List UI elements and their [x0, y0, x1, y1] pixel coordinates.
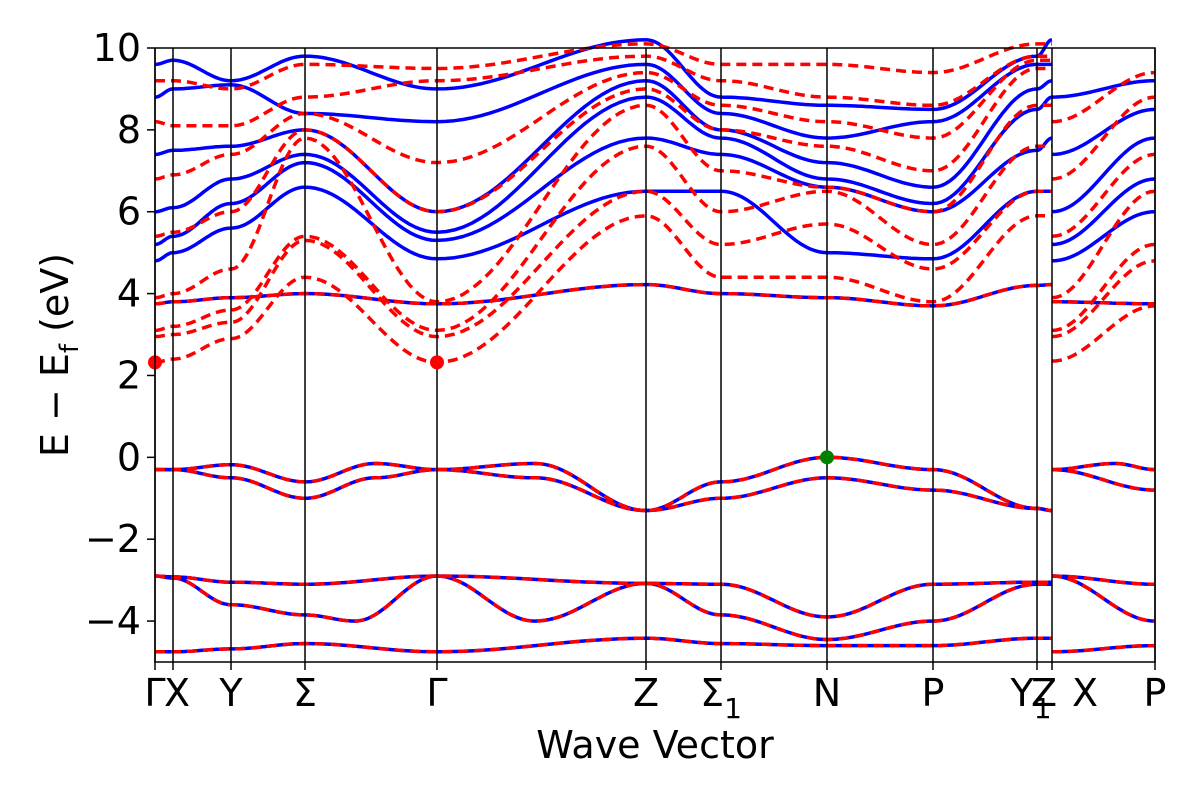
x-tick-label: Γ	[144, 671, 165, 715]
x-tick-label-main: Z	[633, 671, 659, 715]
x-axis-ticks: ΓX Y Σ Γ Z Σ1 N P Y1Z PX	[144, 662, 1166, 725]
dashed-band-line	[1052, 300, 1155, 306]
x-tick-label: P	[1144, 671, 1167, 715]
dashed-band-line	[154, 58, 1054, 181]
x-tick-label-x: X	[1072, 671, 1098, 715]
solid-band-line	[1051, 78, 1156, 99]
band-marker	[430, 355, 444, 370]
x-tick-label-subscript: 1	[1034, 692, 1052, 725]
x-tick-label-subscript: 1	[724, 692, 742, 725]
x-tick-label-main: Y	[218, 671, 243, 715]
y-tick-label: 0	[117, 435, 141, 479]
y-tick-label: 2	[117, 353, 141, 397]
x-tick-label-main: P	[1144, 671, 1167, 715]
dashed-band-line	[154, 189, 1054, 339]
x-tick-label-main: Y	[1009, 671, 1034, 715]
y-tick-label: 4	[117, 272, 141, 316]
x-tick-label: Z	[633, 671, 659, 715]
solid-band-line	[154, 38, 1054, 112]
dashed-band-line	[1051, 304, 1156, 363]
x-tick-label-main: Z	[1031, 671, 1057, 715]
y-axis-label-main: E − E	[33, 353, 77, 457]
solid-band-line	[1051, 177, 1156, 247]
y-tick-label: 8	[117, 108, 141, 152]
dashed-band-line	[1052, 461, 1156, 472]
dashed-band-line	[1051, 643, 1156, 654]
y-axis-label: E − Ef (eV)	[33, 253, 85, 457]
x-tick-label: X	[164, 671, 190, 715]
markers	[148, 355, 834, 465]
dashed-band-line	[1051, 95, 1156, 181]
dashed-band-line	[1051, 467, 1156, 492]
solid-band-line	[1051, 136, 1156, 214]
dashed-band-line	[1051, 189, 1156, 300]
dashed-band-line	[1051, 259, 1156, 339]
x-tick-label-main: Γ	[426, 671, 447, 715]
x-tick-label: Y	[218, 671, 243, 715]
y-tick-label: 10	[93, 26, 141, 70]
dashed-band-line	[1051, 152, 1156, 239]
dashed-band-line	[154, 574, 1054, 619]
dashed-band-line	[1051, 574, 1155, 586]
x-tick-label-main: Σ	[700, 671, 724, 715]
solid-band-line	[1051, 209, 1156, 263]
band-marker	[820, 450, 834, 465]
dashed-band-line	[154, 214, 1054, 365]
y-axis-label-unit: (eV)	[33, 253, 77, 344]
dashed-band-line	[154, 42, 1054, 91]
dashed-band-line	[1051, 574, 1156, 623]
x-tick-label-main: Σ	[293, 671, 317, 715]
x-tick-label: Z	[1031, 671, 1057, 715]
dashed-band-line	[154, 467, 1054, 513]
solid-band-line	[1051, 107, 1156, 157]
x-tick-label: Σ1	[700, 671, 742, 725]
y-axis-ticks: −4 −2 0 2 4 6 8 10	[85, 26, 155, 643]
x-tick-label: Γ	[426, 671, 447, 715]
x-tick-label: Σ	[293, 671, 317, 715]
x-tick-label: P	[922, 671, 945, 715]
dashed-band-line	[154, 636, 1054, 654]
x-tick-label: N	[813, 671, 841, 715]
y-tick-label: 6	[117, 190, 141, 234]
y-tick-label: −2	[85, 517, 141, 561]
y-tick-label: −4	[85, 599, 141, 643]
plot-frame	[154, 47, 1156, 663]
x-tick-label-main: P	[922, 671, 945, 715]
x-tick-label-main: N	[813, 671, 841, 715]
y-axis-label-subscript: f	[55, 343, 85, 353]
x-tick-label-main: X	[164, 671, 190, 715]
x-tick-label-main: Γ	[144, 671, 165, 715]
dashed-band-line	[1051, 242, 1156, 333]
dashed-band-line	[154, 282, 1054, 308]
dashed-band-line	[154, 66, 1054, 239]
x-axis-label: Wave Vector	[536, 723, 774, 767]
dashed-band-line	[1051, 70, 1156, 124]
x-tick-label: Y1	[1009, 671, 1051, 725]
